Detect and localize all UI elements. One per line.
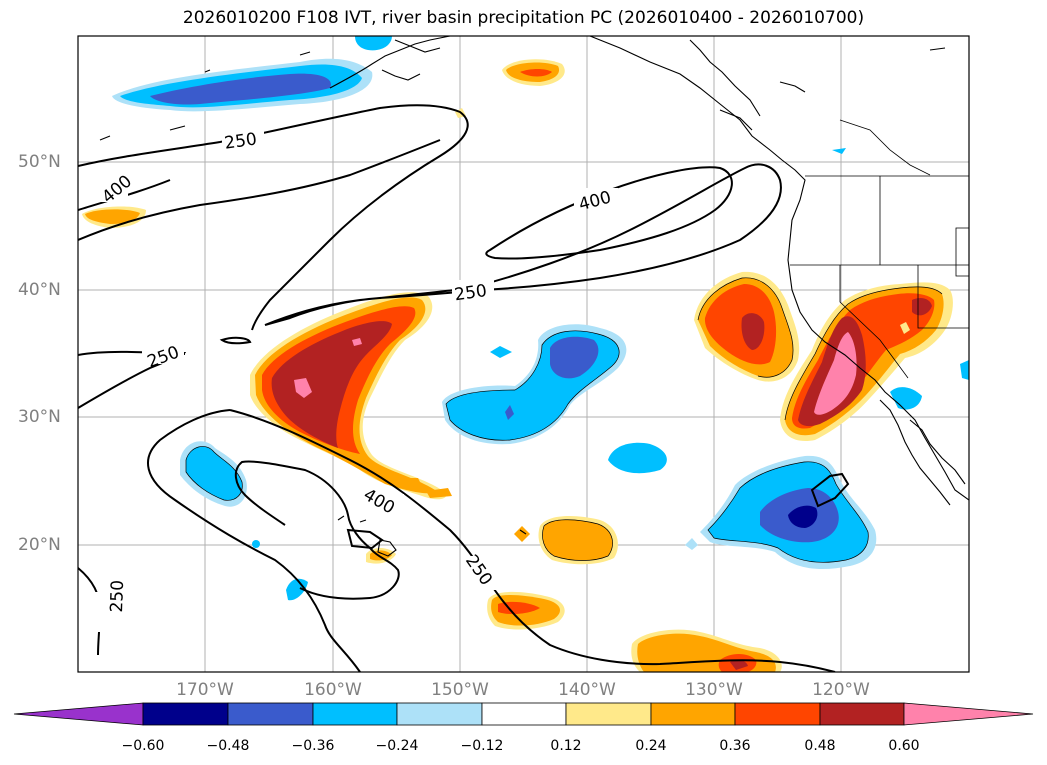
colorbar-tick: 0.60 xyxy=(888,738,920,754)
positive-anomaly-north xyxy=(82,59,565,228)
lon-label-140w: 140°W xyxy=(558,680,616,700)
page-title: 2026010200 F108 IVT, river basin precipi… xyxy=(182,8,865,28)
coastlines xyxy=(99,36,969,557)
lat-label-20n: 20°N xyxy=(18,535,61,555)
colorbar-segment xyxy=(142,702,229,726)
lat-label-50n: 50°N xyxy=(18,152,61,172)
lon-label-170w: 170°W xyxy=(176,680,234,700)
contour-label-250: 250 xyxy=(453,281,488,305)
colorbar-segment xyxy=(565,702,652,726)
positive-anomaly-subtropical xyxy=(366,516,782,672)
colorbar-tick: 0.48 xyxy=(804,738,836,754)
negative-anomaly-california xyxy=(832,148,969,410)
lon-label-120w: 120°W xyxy=(812,680,870,700)
colorbar-tick: −0.12 xyxy=(460,738,504,754)
colorbar-extend-high xyxy=(903,702,1034,726)
colorbar xyxy=(13,702,1034,726)
positive-anomaly-offshore xyxy=(694,271,800,382)
colorbar-tick: −0.36 xyxy=(291,738,335,754)
lon-label-150w: 150°W xyxy=(431,680,489,700)
anomaly-outlines xyxy=(185,277,943,563)
colorbar-segment xyxy=(819,702,905,726)
negative-anomaly-north-pacific xyxy=(112,36,392,112)
lat-label-40n: 40°N xyxy=(18,280,61,300)
colorbar-tick: 0.36 xyxy=(719,738,751,754)
negative-anomaly-central-pacific xyxy=(442,324,667,474)
colorbar-extend-low xyxy=(13,702,144,726)
negative-anomaly-west xyxy=(180,441,308,601)
colorbar-segment xyxy=(396,702,483,726)
lon-label-130w: 130°W xyxy=(685,680,743,700)
positive-anomaly-west-pacific xyxy=(250,292,452,500)
positive-anomaly-california xyxy=(780,282,953,442)
colorbar-tick: 0.24 xyxy=(635,738,667,754)
colorbar-segment xyxy=(227,702,314,726)
colorbar-tick: −0.24 xyxy=(375,738,419,754)
colorbar-tick: −0.60 xyxy=(121,738,165,754)
colorbar-segment xyxy=(734,702,821,726)
colorbar-tick: −0.48 xyxy=(206,738,250,754)
colorbar-segment xyxy=(650,702,736,726)
political-boundaries xyxy=(790,119,969,379)
map-border xyxy=(77,35,970,673)
contour-label-250: 250 xyxy=(223,129,258,153)
colorbar-tick: 0.12 xyxy=(550,738,582,754)
lon-label-160w: 160°W xyxy=(304,680,362,700)
colorbar-segment xyxy=(481,702,567,726)
colorbar-segment xyxy=(312,702,398,726)
contour-label-boxes xyxy=(86,128,618,632)
contour-label-250: 250 xyxy=(107,580,128,613)
lat-label-30n: 30°N xyxy=(18,407,61,427)
